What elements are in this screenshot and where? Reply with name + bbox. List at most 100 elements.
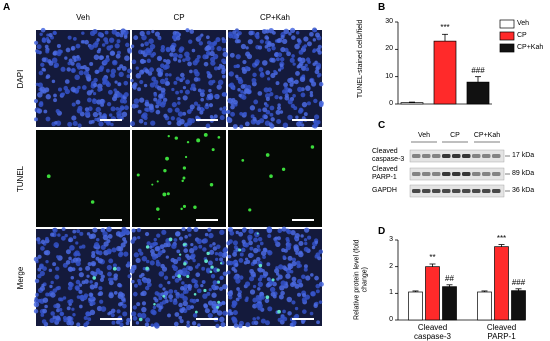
nucleus xyxy=(36,237,41,242)
x-tick-label: Cleaved PARP-1 xyxy=(486,323,517,341)
nucleus xyxy=(170,116,176,121)
nucleus xyxy=(89,309,96,316)
tunel-spot xyxy=(269,174,273,178)
nucleus xyxy=(243,87,250,94)
nucleus xyxy=(175,294,180,299)
band xyxy=(422,189,431,193)
nucleus xyxy=(241,239,246,244)
nucleus xyxy=(126,317,131,323)
nucleus xyxy=(98,121,104,127)
nucleus xyxy=(235,230,239,235)
nucleus xyxy=(119,322,124,327)
nucleus xyxy=(194,265,199,269)
tunel-spot xyxy=(210,265,214,269)
nucleus xyxy=(94,117,98,122)
nucleus xyxy=(271,30,276,35)
nucleus xyxy=(71,267,76,272)
nucleus xyxy=(299,76,306,83)
nucleus xyxy=(216,45,222,52)
nucleus xyxy=(313,114,320,120)
nucleus xyxy=(262,107,268,113)
nucleus xyxy=(283,28,289,35)
nucleus xyxy=(155,109,161,115)
nucleus xyxy=(146,58,151,63)
nucleus xyxy=(53,304,58,309)
nucleus xyxy=(201,107,205,112)
band xyxy=(492,172,501,176)
nucleus xyxy=(233,275,238,280)
tunel-spot xyxy=(209,183,214,187)
nucleus xyxy=(143,83,148,88)
y-tick-label: 0 xyxy=(389,100,393,107)
nucleus xyxy=(222,283,228,290)
legend-label: CP xyxy=(517,32,527,39)
nucleus xyxy=(44,249,51,256)
nucleus xyxy=(75,99,81,105)
nucleus xyxy=(205,123,211,129)
nucleus xyxy=(56,255,60,259)
nucleus xyxy=(106,239,111,244)
nucleus xyxy=(189,104,195,110)
nucleus xyxy=(304,241,308,246)
nucleus xyxy=(261,28,267,34)
nucleus xyxy=(260,318,266,324)
nucleus xyxy=(53,62,60,68)
nucleus xyxy=(45,259,49,264)
nucleus xyxy=(110,308,116,314)
bar xyxy=(408,291,423,321)
nucleus xyxy=(233,323,239,328)
nucleus xyxy=(116,33,121,37)
band xyxy=(442,172,451,176)
nucleus xyxy=(212,53,219,60)
band xyxy=(422,154,431,158)
nucleus xyxy=(37,240,41,245)
nucleus xyxy=(105,81,111,88)
nucleus xyxy=(221,70,226,75)
nucleus xyxy=(136,227,142,233)
nucleus xyxy=(115,53,121,59)
lane-label: CP xyxy=(450,132,460,139)
nucleus xyxy=(190,83,196,89)
nucleus xyxy=(167,313,171,318)
nucleus xyxy=(264,93,271,99)
nucleus xyxy=(123,31,128,36)
nucleus xyxy=(190,305,195,309)
bar xyxy=(442,286,457,321)
micrograph xyxy=(228,130,322,227)
nucleus xyxy=(282,255,286,259)
nucleus xyxy=(116,309,121,314)
nucleus xyxy=(132,291,138,297)
nucleus xyxy=(287,114,293,121)
nucleus xyxy=(62,296,67,300)
nucleus xyxy=(209,115,214,119)
nucleus xyxy=(81,244,86,249)
nucleus xyxy=(208,232,214,239)
nucleus xyxy=(127,68,132,74)
tunel-spot xyxy=(156,180,159,183)
nucleus xyxy=(168,294,174,300)
nucleus xyxy=(111,59,118,66)
nucleus xyxy=(220,64,226,70)
nucleus xyxy=(235,278,241,284)
nucleus xyxy=(132,316,138,321)
nucleus xyxy=(280,34,285,40)
nucleus xyxy=(208,288,212,292)
tunel-spot xyxy=(162,192,167,197)
nucleus xyxy=(160,263,165,269)
nucleus xyxy=(248,276,255,282)
micrograph xyxy=(132,130,226,227)
nucleus xyxy=(91,253,96,259)
nucleus xyxy=(259,274,264,279)
nucleus xyxy=(118,71,124,78)
nucleus xyxy=(137,248,142,253)
nucleus xyxy=(177,256,182,262)
nucleus xyxy=(56,51,62,57)
nucleus xyxy=(66,67,71,72)
nucleus xyxy=(78,289,83,294)
nucleus xyxy=(117,92,123,98)
nucleus xyxy=(286,239,290,243)
nucleus xyxy=(300,92,306,98)
nucleus xyxy=(141,256,148,262)
tunel-spot xyxy=(92,276,97,280)
nucleus xyxy=(184,89,190,95)
